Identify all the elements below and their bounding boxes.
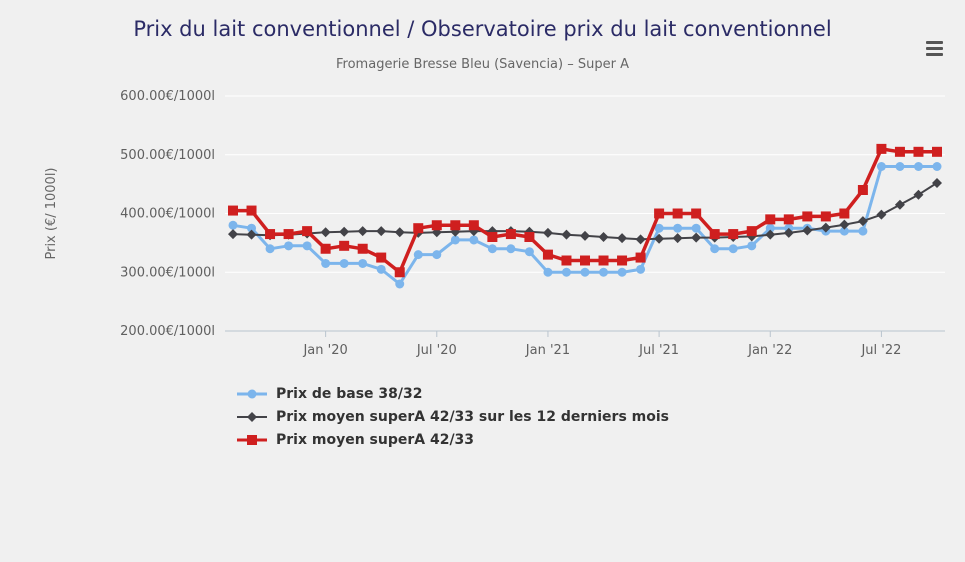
hamburger-icon [926, 40, 943, 44]
chart-container: Prix du lait conventionnel / Observatoir… [0, 14, 965, 562]
chart-subtitle: Fromagerie Bresse Bleu (Savencia) – Supe… [336, 57, 629, 73]
legend-label: Prix moyen superA 42/33 sur les 12 derni… [276, 409, 669, 426]
chart-context-menu-button[interactable] [923, 36, 949, 60]
svg-text:Jul '21: Jul '21 [638, 343, 679, 358]
price-chart-plot[interactable]: 200.00€/1000l 300.00€/1000l 400.00€/1000l 5… [0, 76, 965, 376]
chart-legend: Prix de base 38/32 Prix moyen superA 42/… [237, 386, 965, 448]
legend-label: Prix de base 38/32 [276, 386, 423, 403]
svg-text:Jul '20: Jul '20 [416, 343, 457, 358]
legend-item-prix-moyen[interactable]: Prix moyen superA 42/33 [237, 432, 965, 448]
legend-item-prix-de-base[interactable]: Prix de base 38/32 [237, 386, 965, 402]
svg-text:600.00€/1000l: 600.00€/1000l [120, 89, 215, 104]
svg-text:400.00€/1000l: 400.00€/1000l [120, 207, 215, 222]
svg-text:300.00€/1000l: 300.00€/1000l [120, 266, 215, 281]
svg-text:500.00€/1000l: 500.00€/1000l [120, 148, 215, 163]
chart-title: Prix du lait conventionnel / Observatoir… [133, 17, 832, 41]
svg-text:Jan '20: Jan '20 [302, 343, 347, 358]
svg-text:200.00€/1000l: 200.00€/1000l [120, 324, 215, 339]
svg-text:Jan '22: Jan '22 [747, 343, 792, 358]
series-circle-marker-icon [237, 387, 267, 401]
series-square-marker-icon [237, 433, 267, 447]
legend-label: Prix moyen superA 42/33 [276, 432, 475, 449]
svg-text:Prix (€/ 1000l): Prix (€/ 1000l) [44, 168, 59, 260]
svg-text:Jan '21: Jan '21 [525, 343, 570, 358]
legend-item-prix-moyen-12-mois[interactable]: Prix moyen superA 42/33 sur les 12 derni… [237, 409, 965, 425]
series-diamond-marker-icon [237, 410, 267, 424]
svg-text:Jul '22: Jul '22 [860, 343, 901, 358]
